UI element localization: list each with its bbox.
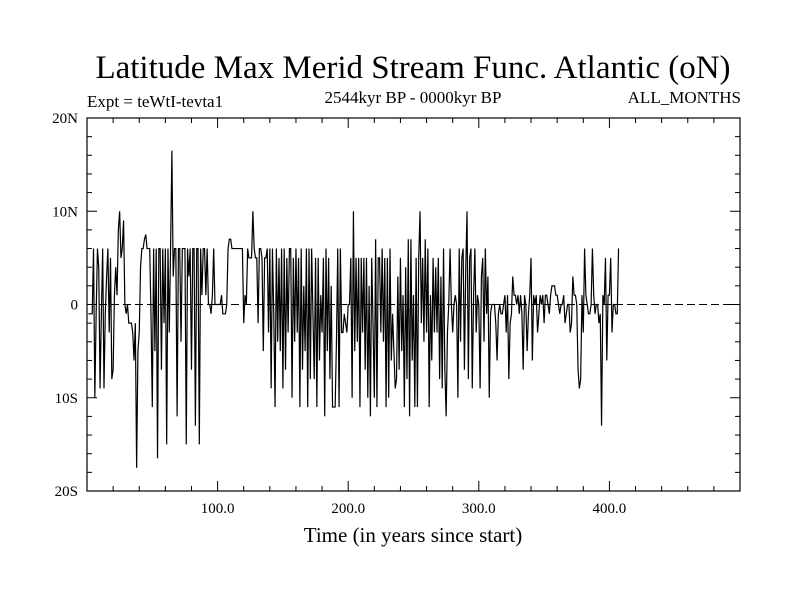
x-tick-label: 300.0: [462, 501, 496, 517]
x-axis-tick-labels: 100.0 200.0 300.0 400.0: [201, 501, 627, 517]
y-tick-label: 0: [71, 298, 79, 314]
months-label: ALL_MONTHS: [628, 88, 741, 107]
x-tick-label: 400.0: [593, 501, 627, 517]
chart-title: Latitude Max Merid Stream Func. Atlantic…: [95, 50, 730, 86]
x-tick-label: 200.0: [331, 501, 365, 517]
series-line: [88, 150, 620, 468]
x-axis-label: Time (in years since start): [304, 523, 523, 547]
y-tick-label: 20S: [55, 484, 78, 500]
axis-ticks: [87, 117, 740, 492]
y-tick-label: 10S: [55, 391, 78, 407]
y-tick-label: 10N: [52, 204, 78, 220]
experiment-label: Expt = teWtI-tevta1: [87, 92, 223, 111]
time-range-label: 2544kyr BP - 0000kyr BP: [325, 88, 502, 107]
y-tick-label: 20N: [52, 111, 78, 127]
y-axis-tick-labels: 20N 10N 0 10S 20S: [52, 111, 78, 500]
x-tick-label: 100.0: [201, 501, 235, 517]
